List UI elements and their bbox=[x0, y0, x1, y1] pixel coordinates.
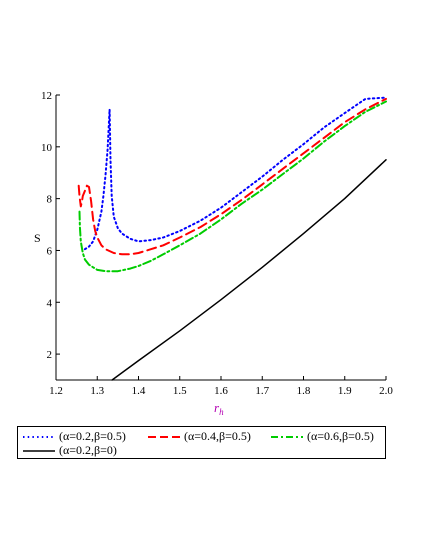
legend-label: (α=0.2,β=0.5) bbox=[59, 429, 126, 443]
legend-swatch bbox=[23, 449, 55, 452]
x-tick-label: 1.2 bbox=[49, 385, 63, 397]
legend-swatch bbox=[23, 435, 55, 438]
x-tick-label: 2.0 bbox=[379, 385, 393, 397]
legend-item: (α=0.2,β=0.5) bbox=[22, 429, 126, 444]
y-tick-label: 10 bbox=[41, 142, 53, 154]
axes bbox=[55, 95, 386, 381]
y-tick-label: 12 bbox=[41, 90, 52, 102]
legend-item: (α=0.4,β=0.5) bbox=[147, 429, 251, 444]
x-tick-label: 1.9 bbox=[338, 385, 352, 397]
legend-item: (α=0.2,β=0) bbox=[22, 443, 117, 458]
x-tick-label: 1.3 bbox=[90, 385, 104, 397]
legend-label: (α=0.4,β=0.5) bbox=[184, 429, 251, 443]
x-axis-label-main: r bbox=[214, 400, 220, 415]
x-axis-label-subscript: h bbox=[219, 407, 224, 417]
y-tick-label: 6 bbox=[47, 245, 53, 257]
x-tick-label: 1.7 bbox=[255, 385, 269, 397]
legend-label: (α=0.6,β=0.5) bbox=[307, 429, 374, 443]
legend-swatch bbox=[148, 435, 180, 438]
series-layer bbox=[77, 96, 387, 381]
series-line-1 bbox=[83, 96, 387, 251]
x-axis-label: rh bbox=[214, 400, 224, 417]
legend: (α=0.2,β=0.5) (α=0.4,β=0.5) (α=0.6,β=0.5… bbox=[17, 426, 386, 459]
y-tick-label: 4 bbox=[47, 297, 53, 309]
legend-item: (α=0.6,β=0.5) bbox=[270, 429, 374, 444]
series-line-3 bbox=[78, 100, 387, 273]
x-tick-label: 1.8 bbox=[297, 385, 311, 397]
x-tick-label: 1.5 bbox=[173, 385, 187, 397]
x-tick-label: 1.4 bbox=[132, 385, 146, 397]
series-line-2 bbox=[77, 97, 387, 256]
x-tick-label: 1.6 bbox=[214, 385, 228, 397]
y-axis-label: S bbox=[34, 231, 41, 245]
legend-label: (α=0.2,β=0) bbox=[59, 443, 117, 457]
series-line-4 bbox=[111, 159, 387, 381]
y-tick-label: 2 bbox=[47, 349, 53, 361]
legend-swatch bbox=[271, 435, 303, 438]
ticks: 1.2 1.3 1.4 1.5 1.6 1.7 1.8 1.9 2.0 2 4 6 8 10 12 bbox=[41, 90, 393, 397]
y-tick-label: 8 bbox=[47, 194, 53, 206]
